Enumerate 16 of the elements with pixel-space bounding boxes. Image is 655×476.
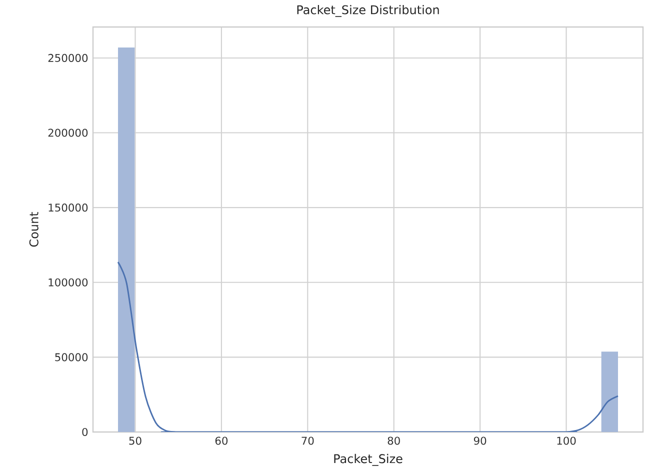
y-tick-label: 150000 xyxy=(48,204,88,212)
x-tick-label: 50 xyxy=(129,436,142,445)
x-tick-label: 80 xyxy=(388,436,400,445)
y-tick-label: 200000 xyxy=(48,128,88,137)
line-series xyxy=(117,261,619,432)
x-axis-title: Packet_Size xyxy=(334,454,402,466)
x-tick-label: 70 xyxy=(302,436,314,445)
x-tick-label: 90 xyxy=(474,436,486,445)
y-tick-label: 0 xyxy=(82,428,88,436)
y-tick-label: 100000 xyxy=(48,278,88,286)
x-tick-label: 60 xyxy=(215,436,228,445)
x-tick-label: 100 xyxy=(557,436,576,445)
y-tick-label: 250000 xyxy=(48,54,88,62)
y-axis-title: Count xyxy=(29,212,38,247)
y-tick-label: 50000 xyxy=(55,353,88,362)
chart-title: Packet_Size Distribution xyxy=(297,5,439,17)
